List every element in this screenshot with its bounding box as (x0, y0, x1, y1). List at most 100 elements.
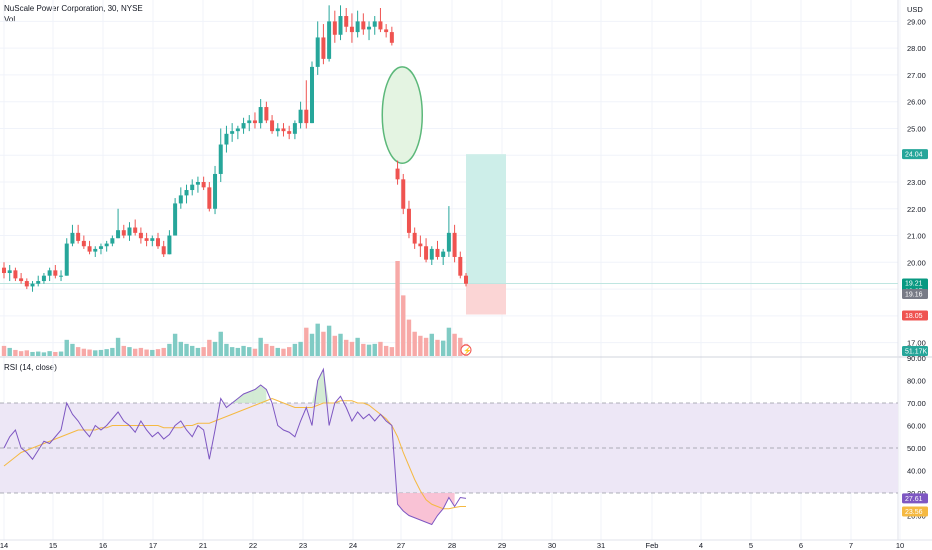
volume-bar (418, 335, 423, 356)
candle-body (349, 26, 354, 33)
volume-bar (423, 337, 429, 356)
rsi-overbought-fill (232, 385, 267, 403)
last-price-tag: 19.21 (905, 280, 923, 287)
annotations (0, 66, 898, 315)
stop-price-tag: 18.05 (905, 313, 923, 320)
candle-body (184, 190, 189, 196)
time-tick-label: 23 (299, 541, 307, 550)
candle-body (36, 281, 41, 284)
volume-bar (110, 347, 115, 356)
price-tick-label: 21.00 (907, 232, 926, 241)
volume-bar (1, 345, 7, 356)
time-tick-label: 10 (896, 541, 904, 550)
candle-body (338, 16, 343, 35)
candle-body (412, 232, 417, 244)
axes: USD 17.00 20.00 21.00 22.00 23.00 25.00 26.00 27… (0, 5, 926, 550)
candle-body (298, 109, 303, 124)
candle-body (64, 243, 69, 276)
volume-bar (212, 341, 218, 356)
rsi-ma-tag: 23.56 (905, 509, 923, 516)
volume-bar (41, 352, 47, 356)
candle-body (292, 123, 297, 134)
volume-bar (275, 347, 280, 356)
volume-bar (184, 343, 189, 356)
candle-body (144, 238, 149, 241)
volume-bar (98, 349, 104, 356)
price-tick-label: 23.00 (907, 178, 926, 187)
volume-bar (13, 349, 18, 356)
volume-bar (286, 347, 292, 356)
candle-body (178, 195, 183, 204)
time-tick-label: 7 (849, 541, 853, 550)
candle-body (458, 256, 463, 276)
candle-body (13, 270, 18, 279)
candle-body (19, 278, 24, 282)
target-price-tag: 24.04 (905, 152, 923, 159)
volume-bar (167, 343, 172, 356)
volume-bar (93, 350, 98, 356)
candle-body (47, 270, 52, 276)
rsi-value-tag-bg (902, 493, 928, 504)
candle-body (446, 232, 451, 252)
candle-body (310, 66, 314, 124)
candle-body (138, 232, 143, 239)
candle-body (121, 230, 126, 236)
time-tick-label: 16 (99, 541, 107, 550)
time-tick-label: 24 (349, 541, 357, 550)
candle-body (2, 267, 6, 274)
rsi-band (0, 402, 898, 494)
volume-bar (64, 339, 69, 356)
neutral-price-tag-bg (902, 289, 928, 299)
time-tick-label: 28 (448, 541, 456, 550)
volume-bar (338, 333, 343, 356)
candle-body (287, 131, 292, 134)
candle-body (70, 232, 75, 244)
volume-bar (70, 343, 75, 356)
volume-bar (161, 347, 166, 356)
long-position-profit (466, 154, 506, 284)
target-price-tag-bg (902, 149, 928, 160)
candle-body (344, 16, 349, 27)
volume-bar (75, 347, 81, 356)
candle-body (321, 37, 326, 59)
volume-bar (349, 341, 355, 356)
candle-body (59, 275, 64, 277)
volume-bar (440, 340, 446, 356)
rsi-ma-tag-bg (902, 506, 928, 517)
time-tick-label: 5 (749, 541, 753, 550)
candle-body (327, 21, 332, 59)
volume-bar (30, 351, 35, 356)
candle-body (241, 123, 246, 129)
volume-bar (446, 327, 452, 356)
price-tick-label: 27.00 (907, 71, 926, 80)
rsi-label: RSI (14, close) (4, 363, 57, 372)
candle-body (116, 230, 121, 239)
price-tick-label: 26.00 (907, 98, 926, 107)
volume-bar (155, 349, 161, 356)
rsi-tick-label: 80.00 (907, 377, 926, 386)
volume-bar (406, 319, 412, 356)
volume-bar (366, 344, 372, 356)
candle-body (401, 179, 406, 209)
candles: ⚡ (2, 5, 472, 356)
volume-bar (144, 349, 149, 356)
time-tick-label: 14 (0, 541, 8, 550)
chart-title: NuScale Power Corporation, 30, NYSE (4, 4, 143, 13)
volume-bar (412, 331, 417, 356)
volume-bar (53, 351, 58, 356)
volume-bar (395, 261, 400, 356)
candle-body (361, 21, 366, 30)
volume-bar (372, 343, 377, 356)
volume-bar (281, 348, 286, 356)
time-tick-label: 30 (548, 541, 556, 550)
volume-bar (178, 341, 184, 356)
rsi-value-tag: 27.61 (905, 496, 923, 503)
volume-bar (344, 339, 349, 356)
volume-tag-bg (902, 346, 928, 356)
volume-bar (81, 348, 87, 356)
candle-body (395, 168, 400, 180)
volume-bar (201, 347, 206, 356)
volume-bar (309, 333, 315, 356)
volume-bar (401, 295, 406, 356)
